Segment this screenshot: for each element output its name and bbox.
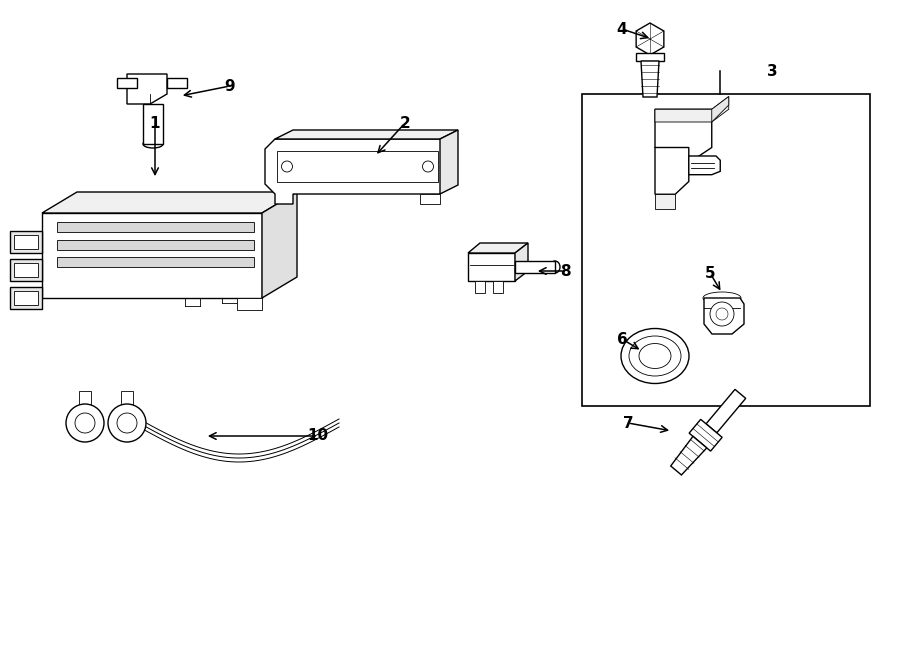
- Polygon shape: [706, 389, 746, 433]
- Polygon shape: [265, 139, 450, 204]
- Polygon shape: [10, 231, 42, 253]
- Polygon shape: [10, 259, 42, 281]
- Polygon shape: [127, 74, 167, 104]
- Circle shape: [117, 413, 137, 433]
- Circle shape: [75, 413, 95, 433]
- Text: 3: 3: [767, 63, 778, 79]
- Circle shape: [710, 302, 734, 326]
- Polygon shape: [14, 235, 38, 249]
- Polygon shape: [655, 147, 688, 194]
- Text: 7: 7: [623, 416, 634, 430]
- Polygon shape: [121, 391, 133, 404]
- Text: 1: 1: [149, 116, 160, 130]
- Polygon shape: [704, 298, 744, 334]
- Polygon shape: [275, 130, 458, 139]
- Bar: [582, 94, 870, 406]
- Polygon shape: [492, 281, 503, 293]
- Polygon shape: [515, 261, 555, 273]
- Polygon shape: [57, 257, 254, 268]
- Polygon shape: [57, 221, 254, 232]
- Polygon shape: [641, 61, 659, 97]
- Text: 9: 9: [225, 79, 235, 93]
- Polygon shape: [468, 243, 528, 253]
- Polygon shape: [670, 436, 706, 475]
- Polygon shape: [655, 97, 729, 122]
- Text: 5: 5: [705, 266, 716, 280]
- Circle shape: [282, 161, 292, 172]
- Circle shape: [66, 404, 104, 442]
- Text: 2: 2: [400, 116, 410, 130]
- Polygon shape: [440, 130, 458, 194]
- Ellipse shape: [639, 344, 671, 368]
- Polygon shape: [277, 151, 438, 182]
- Polygon shape: [117, 78, 137, 88]
- Polygon shape: [10, 287, 42, 309]
- Polygon shape: [14, 291, 38, 305]
- Polygon shape: [468, 253, 515, 281]
- Polygon shape: [655, 109, 712, 163]
- Text: 6: 6: [616, 332, 627, 346]
- Polygon shape: [636, 23, 664, 55]
- Ellipse shape: [143, 140, 163, 148]
- Polygon shape: [262, 192, 297, 298]
- Circle shape: [716, 308, 728, 320]
- Circle shape: [422, 161, 434, 172]
- Polygon shape: [636, 53, 664, 61]
- Text: 4: 4: [616, 22, 627, 36]
- Polygon shape: [57, 240, 254, 251]
- Polygon shape: [42, 213, 262, 298]
- Text: 8: 8: [560, 264, 571, 278]
- Polygon shape: [712, 97, 729, 122]
- Polygon shape: [14, 263, 38, 277]
- Ellipse shape: [550, 261, 560, 273]
- Polygon shape: [237, 298, 262, 310]
- Polygon shape: [420, 194, 440, 204]
- Polygon shape: [167, 78, 187, 88]
- Polygon shape: [42, 192, 297, 213]
- Polygon shape: [515, 243, 528, 281]
- Circle shape: [108, 404, 146, 442]
- Text: 10: 10: [308, 428, 328, 444]
- Polygon shape: [655, 194, 675, 209]
- Polygon shape: [688, 156, 720, 175]
- Polygon shape: [79, 391, 91, 404]
- Polygon shape: [143, 104, 163, 144]
- Polygon shape: [474, 281, 485, 293]
- Polygon shape: [689, 419, 722, 451]
